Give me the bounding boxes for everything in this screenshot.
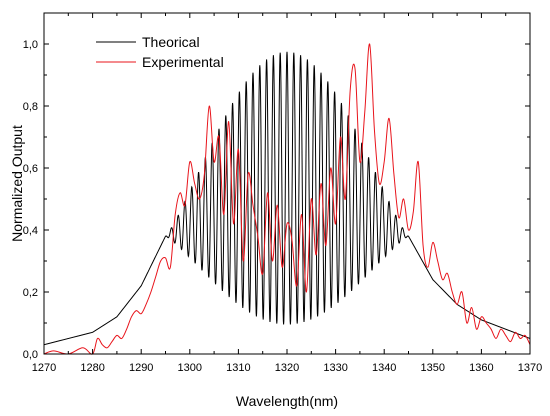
x-tick-label: 1290 (129, 362, 153, 374)
ticks-layer: 1270 1280 1290 1300 1310 1320 1330 1340 1350 1360… (23, 13, 542, 374)
x-tick-label: 1340 (372, 362, 396, 374)
series-theorical-line (43, 51, 531, 346)
y-tick-label: 0,8 (23, 101, 38, 113)
x-tick-label: 1360 (469, 362, 493, 374)
x-tick-label: 1280 (80, 362, 104, 374)
x-tick-label: 1330 (323, 362, 347, 374)
x-tick-label: 1320 (275, 362, 299, 374)
y-tick-label: 0,4 (23, 225, 38, 237)
x-tick-label: 1310 (226, 362, 250, 374)
legend-label-theorical: Theorical (142, 34, 200, 50)
legend-label-experimental: Experimental (142, 54, 224, 70)
x-tick-label: 1270 (32, 362, 56, 374)
y-tick-label: 0,0 (23, 349, 38, 361)
y-tick-label: 1,0 (23, 39, 38, 51)
x-axis-title: Wavelength(nm) (236, 393, 338, 409)
y-tick-label: 0,2 (23, 287, 38, 299)
y-axis-title: Normalized Output (9, 125, 25, 242)
series-layer (43, 43, 531, 355)
y-tick-label: 0,6 (23, 163, 38, 175)
series-experimental-line (43, 43, 531, 355)
x-tick-label: 1300 (178, 362, 202, 374)
x-tick-label: 1350 (421, 362, 445, 374)
legend: Theorical Experimental (96, 34, 224, 70)
x-tick-label: 1370 (518, 362, 542, 374)
